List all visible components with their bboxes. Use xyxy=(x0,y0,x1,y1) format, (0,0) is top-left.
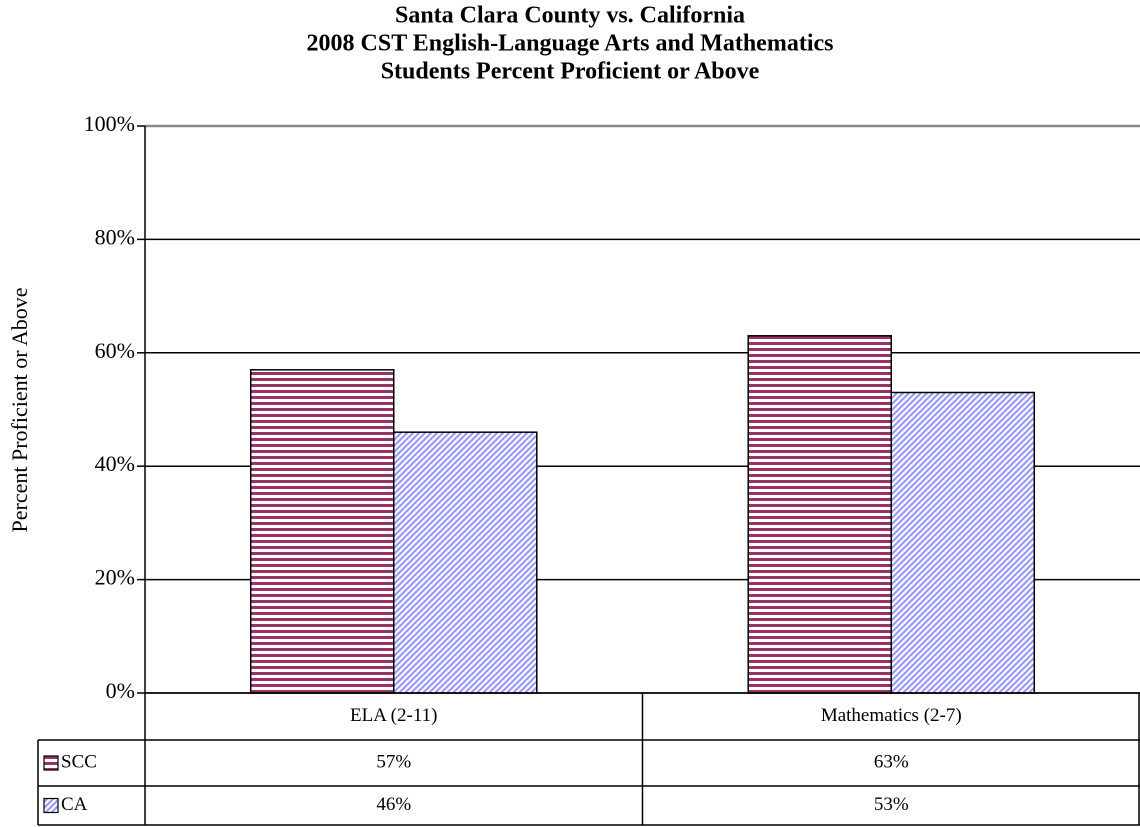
x-tick-label: Mathematics (2-7) xyxy=(821,705,962,726)
legend-swatch xyxy=(43,797,59,814)
chart-title: 2008 CST English-Language Arts and Mathe… xyxy=(307,31,834,57)
bar xyxy=(393,431,538,694)
chart-title: Students Percent Proficient or Above xyxy=(381,59,760,85)
y-tick-label: 20% xyxy=(95,565,135,590)
y-tick-label: 100% xyxy=(84,111,135,136)
y-axis-label: Percent Proficient or Above xyxy=(7,288,32,533)
bar xyxy=(890,391,1036,694)
chart-title: Santa Clara County vs. California xyxy=(395,3,745,29)
data-label: 53% xyxy=(874,794,909,815)
legend-label: CA xyxy=(61,794,88,815)
bar xyxy=(747,335,892,694)
data-label: 57% xyxy=(376,751,411,772)
y-tick-label: 60% xyxy=(95,338,135,363)
x-tick-label: ELA (2-11) xyxy=(350,705,437,726)
bar xyxy=(249,369,395,694)
legend-label: SCC xyxy=(61,751,97,772)
y-tick-label: 80% xyxy=(95,224,135,249)
y-tick-label: 0% xyxy=(106,678,135,703)
data-label: 63% xyxy=(874,751,909,772)
legend-swatch xyxy=(43,755,59,771)
data-label: 46% xyxy=(376,794,411,815)
y-tick-label: 40% xyxy=(95,451,135,476)
